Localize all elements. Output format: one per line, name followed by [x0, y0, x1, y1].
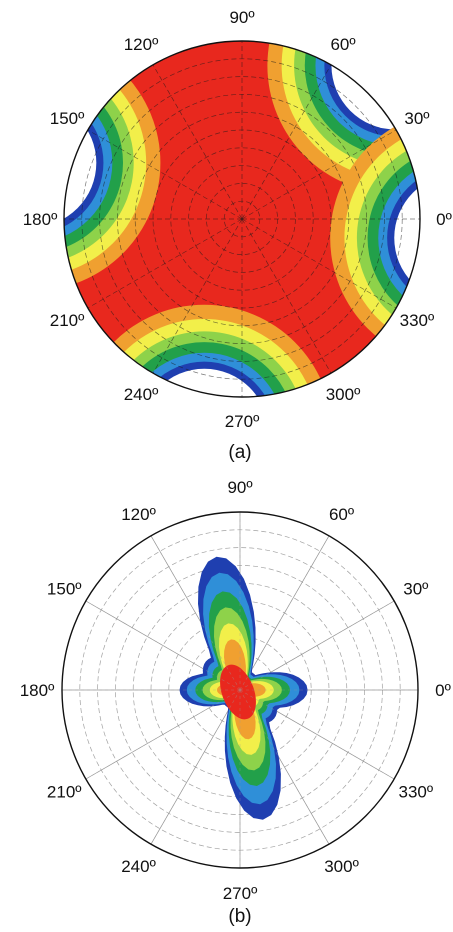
- caption-b: (b): [228, 906, 251, 927]
- grid-spoke: [241, 64, 332, 220]
- grid-ring: [170, 147, 314, 291]
- grid-spoke: [241, 218, 397, 309]
- grid-spoke: [241, 129, 397, 220]
- angle-tick-label: 120º: [121, 505, 156, 524]
- angle-tick-label: 90º: [229, 8, 254, 27]
- angle-tick-label: 30º: [404, 109, 429, 128]
- grid-spoke: [241, 218, 332, 374]
- angle-tick-label: 330º: [399, 783, 434, 802]
- angle-tick-label: 180º: [23, 210, 58, 229]
- angle-tick-label: 60º: [329, 505, 354, 524]
- angle-tick-label: 150º: [47, 580, 82, 599]
- angle-tick-label: 0º: [436, 210, 452, 229]
- polar-outline: [61, 511, 419, 869]
- grid-spoke: [152, 218, 243, 374]
- angle-tick-label: 90º: [227, 478, 252, 497]
- angle-tick-label: 150º: [50, 109, 85, 128]
- angle-tick-label: 270º: [223, 884, 258, 903]
- grid-spoke: [239, 535, 330, 691]
- angle-tick-label: 30º: [403, 580, 428, 599]
- polar-chart-a: 0º 30º 60º 90º 120º 150º 180º 210º 240º 270º 300º 3…: [23, 8, 452, 431]
- angle-tick-label: 180º: [20, 681, 55, 700]
- caption-a: (a): [228, 442, 251, 463]
- angle-tick-label: 120º: [124, 35, 159, 54]
- grid-ring: [99, 76, 385, 362]
- grid-spoke: [152, 64, 243, 220]
- angle-tick-label: 60º: [330, 35, 355, 54]
- angle-tick-label: 210º: [47, 783, 82, 802]
- angle-tick-label: 300º: [324, 857, 359, 876]
- angle-tick-label: 240º: [124, 385, 159, 404]
- grid-ring: [188, 165, 296, 273]
- grid-spoke: [87, 129, 243, 220]
- grid-spoke: [87, 218, 243, 309]
- grid-spoke: [150, 689, 241, 845]
- angle-tick-label: 330º: [400, 311, 435, 330]
- angle-tick-label: 300º: [326, 385, 361, 404]
- angle-tick-label: 210º: [50, 311, 85, 330]
- angle-tick-label: 0º: [435, 681, 451, 700]
- polar-outline: [63, 40, 421, 398]
- angle-tick-label: 240º: [121, 857, 156, 876]
- angle-tick-label: 270º: [225, 412, 260, 431]
- polar-chart-b: 0º 30º 60º 90º 120º 150º 180º 210º 240º 270º 300º 3…: [20, 478, 451, 903]
